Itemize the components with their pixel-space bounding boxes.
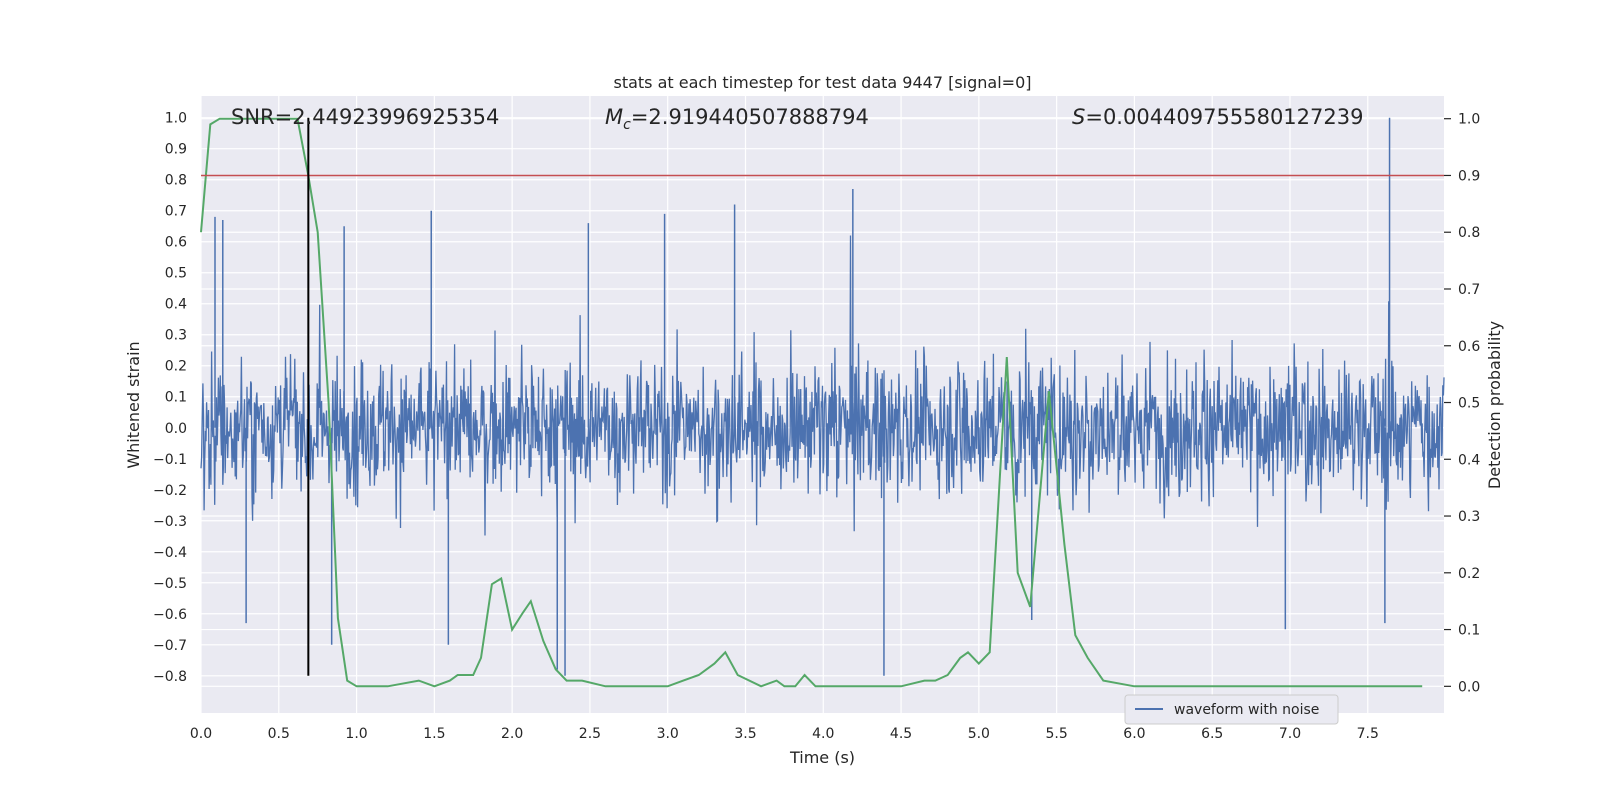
y2-tick-label: 0.0	[1458, 679, 1480, 695]
y-tick-label: 0.3	[165, 328, 187, 344]
x-tick-labels: 0.0 0.5 1.0 1.5 2.0 2.5 3.0 3.5 4.0 4.5 5.0 5.5 6.0 6…	[190, 726, 1379, 742]
y-tick-label: −0.1	[153, 452, 187, 468]
y-tick-label: −0.8	[153, 669, 187, 685]
chirp-mass-annotation: Mc=2.919440507888794	[605, 105, 869, 133]
x-tick-label: 7.0	[1279, 726, 1301, 742]
y-tick-label: 0.1	[165, 390, 187, 406]
y-tick-label: −0.3	[153, 514, 187, 530]
y-tick-label: 0.5	[165, 266, 187, 282]
y2-tick-label: 0.5	[1458, 396, 1480, 412]
x-tick-label: 3.5	[734, 726, 756, 742]
snr-annotation: SNR=2.44923996925354	[231, 105, 499, 129]
x-tick-label: 7.5	[1357, 726, 1379, 742]
y-tick-label: −0.5	[153, 576, 187, 592]
y-tick-label: 1.0	[165, 111, 187, 127]
x-tick-label: 5.0	[968, 726, 990, 742]
y2-tick-label: 1.0	[1458, 112, 1480, 128]
y-tick-label: −0.4	[153, 545, 187, 561]
detection-probability-line	[200, 117, 1423, 688]
y2-tick-labels: 0.0 0.1 0.2 0.3 0.4 0.5 0.6 0.7 0.8 0.9 1.0	[1444, 112, 1480, 695]
chart-title: stats at each timestep for test data 944…	[613, 73, 1031, 92]
y-axis-label: Whitened strain	[124, 341, 143, 468]
y2-tick-label: 0.8	[1458, 225, 1480, 241]
y-tick-label: −0.7	[153, 638, 187, 654]
y2-tick-label: 0.4	[1458, 452, 1480, 468]
detection-probability-series	[200, 117, 1423, 688]
y-tick-label: −0.2	[153, 483, 187, 499]
y-tick-label: 0.6	[165, 235, 187, 251]
y2-tick-label: 0.9	[1458, 168, 1480, 184]
y2-tick-label: 0.2	[1458, 566, 1480, 582]
y-tick-label: 0.8	[165, 173, 187, 189]
y-tick-label: 0.2	[165, 359, 187, 375]
x-tick-label: 6.5	[1201, 726, 1223, 742]
y2-tick-label: 0.1	[1458, 623, 1480, 639]
y2-tick-label: 0.6	[1458, 339, 1480, 355]
x-axis-label: Time (s)	[789, 748, 855, 767]
x-tick-label: 0.5	[268, 726, 290, 742]
x-tick-label: 1.5	[423, 726, 445, 742]
y-tick-label: 0.9	[165, 142, 187, 158]
legend-label: waveform with noise	[1174, 702, 1319, 718]
x-tick-label: 2.5	[579, 726, 601, 742]
x-tick-label: 1.0	[345, 726, 367, 742]
s-annotation: S=0.004409755580127239	[1072, 105, 1363, 129]
y-tick-label: 0.7	[165, 204, 187, 220]
y2-tick-label: 0.7	[1458, 282, 1480, 298]
y-tick-label: 0.4	[165, 297, 187, 313]
y2-tick-label: 0.3	[1458, 509, 1480, 525]
reference-lines	[201, 117, 1444, 676]
legend-box	[1124, 694, 1339, 725]
y-tick-label: −0.6	[153, 607, 187, 623]
x-tick-label: 3.0	[657, 726, 679, 742]
y-tick-label: 0.0	[165, 421, 187, 437]
y-tick-labels: −0.8 −0.7 −0.6 −0.5 −0.4 −0.3 −0.2 −0.1 0.0 0.1 0.…	[153, 111, 187, 685]
x-tick-label: 4.0	[812, 726, 834, 742]
x-tick-label: 2.0	[501, 726, 523, 742]
x-tick-label: 5.5	[1045, 726, 1067, 742]
legend: waveform with noise	[1124, 694, 1339, 725]
waveform-with-noise-line	[200, 235, 1445, 536]
x-tick-label: 6.0	[1123, 726, 1145, 742]
x-tick-label: 0.0	[190, 726, 212, 742]
y2-axis-label: Detection probability	[1485, 321, 1504, 489]
x-tick-label: 4.5	[890, 726, 912, 742]
